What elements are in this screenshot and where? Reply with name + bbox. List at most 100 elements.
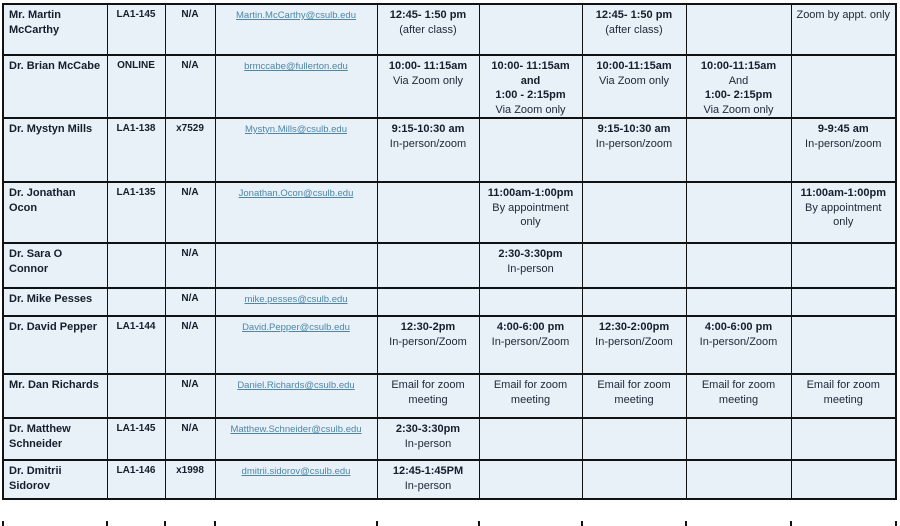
schedule-slot-cell	[581, 417, 687, 462]
schedule-slot-cell	[685, 242, 792, 290]
slot-text: In-person/Zoom	[595, 335, 673, 348]
slot-text: Email for zoom meeting	[597, 379, 671, 406]
slot-text: In-person	[404, 479, 452, 492]
slot-text: In-person	[507, 262, 554, 275]
schedule-slot-cell: 12:45- 1:50 pm (after class)	[376, 3, 480, 56]
office-cell	[106, 242, 166, 290]
table-border-stub	[2, 521, 4, 526]
schedule-slot-cell	[790, 242, 897, 290]
schedule-slot-cell: 10:00- 11:15am Via Zoom only	[376, 53, 480, 120]
office-hours-table: Mr. Martin McCarthy LA1-145 N/A Martin.McCa…	[2, 3, 897, 501]
schedule-slot-cell	[685, 181, 792, 245]
schedule-slot-cell	[685, 287, 792, 318]
phone-cell: N/A	[164, 417, 216, 462]
schedule-slot-cell: 12:30-2pm In-person/Zoom	[376, 315, 480, 376]
email-link[interactable]: Jonathan.Ocon@csulb.edu	[238, 188, 354, 200]
schedule-slot-cell	[581, 181, 687, 245]
slot-text: 4:00-6:00 pm	[704, 321, 773, 334]
table-row: Mr. Martin McCarthy LA1-145 N/A Martin.McCa…	[2, 3, 897, 56]
office-cell	[106, 287, 166, 318]
table-row: Dr. Mystyn Mills LA1-138 x7529 Mystyn.Mills…	[2, 117, 897, 184]
slot-text: 10:00-11:15am	[700, 60, 777, 72]
phone-cell: N/A	[164, 242, 216, 290]
slot-text: By appointment only	[805, 201, 882, 229]
phone-cell: N/A	[164, 3, 216, 56]
slot-text: 9-9:45 am	[817, 123, 869, 136]
table-border-stub	[214, 521, 216, 526]
slot-text: 11:00am-1:00pm	[487, 187, 574, 200]
schedule-slot-cell	[478, 3, 583, 56]
schedule-slot-cell: Email for zoom meeting	[478, 373, 583, 420]
slot-text: Email for zoom meeting	[806, 379, 880, 406]
slot-text: 1:00 - 2:15pm	[495, 89, 566, 102]
slot-text: Email for zoom meeting	[391, 379, 465, 406]
slot-text: In-person/Zoom	[389, 335, 467, 348]
email-link[interactable]: dmitrii.sidorov@csulb.edu	[241, 466, 351, 478]
office-cell	[106, 373, 166, 420]
schedule-slot-cell: Email for zoom meeting	[581, 373, 687, 420]
schedule-slot-cell: Email for zoom meeting	[685, 373, 792, 420]
instructor-name-cell: Dr. Dmitrii Sidorov	[2, 459, 108, 501]
schedule-slot-cell	[376, 287, 480, 318]
slot-text: Via Zoom only	[703, 103, 774, 116]
table-row: Dr. Dmitrii Sidorov LA1-146 x1998 dmitrii.s…	[2, 459, 897, 501]
table-row: Mr. Dan Richards N/A Daniel.Richards@csulb…	[2, 373, 897, 420]
schedule-slot-cell	[376, 181, 480, 245]
schedule-slot-cell: 4:00-6:00 pm In-person/Zoom	[478, 315, 583, 376]
slot-text: 10:00- 11:15am	[388, 60, 468, 72]
schedule-slot-cell: Zoom by appt. only	[790, 3, 897, 56]
slot-text: In-person	[404, 437, 452, 450]
email-cell: Martin.McCarthy@csulb.edu	[214, 3, 378, 56]
instructor-name-cell: Dr. Sara O Connor	[2, 242, 108, 290]
email-link[interactable]: mike.pesses@csulb.edu	[244, 294, 348, 306]
slot-text: (after class)	[605, 23, 663, 36]
instructor-name-cell: Mr. Dan Richards	[2, 373, 108, 420]
schedule-slot-cell	[478, 117, 583, 184]
phone-cell: N/A	[164, 181, 216, 245]
table-row: Dr. Sara O Connor N/A 2:30-3:30pm In-person	[2, 242, 897, 290]
table-border-stub	[895, 521, 897, 526]
email-cell: Jonathan.Ocon@csulb.edu	[214, 181, 378, 245]
schedule-slot-cell	[685, 459, 792, 501]
slot-text: By appointment only	[492, 201, 569, 229]
email-link[interactable]: brmccabe@fullerton.edu	[244, 61, 348, 72]
slot-text: In-person/zoom	[595, 137, 673, 150]
email-link[interactable]: Martin.McCarthy@csulb.edu	[236, 10, 356, 21]
office-cell: ONLINE	[106, 53, 166, 120]
schedule-slot-cell	[790, 315, 897, 376]
phone-cell: x7529	[164, 117, 216, 184]
email-cell: Matthew.Schneider@csulb.edu	[214, 417, 378, 462]
slot-text: Via Zoom only	[495, 103, 566, 116]
phone-cell: N/A	[164, 315, 216, 376]
table-border-stub	[581, 521, 583, 526]
schedule-slot-cell	[581, 287, 687, 318]
email-link[interactable]: David.Pepper@csulb.edu	[242, 322, 350, 334]
schedule-slot-cell: 2:30-3:30pm In-person	[478, 242, 583, 290]
schedule-slot-cell: 10:00- 11:15am and 1:00 - 2:15pm Via Zoom o…	[478, 53, 583, 120]
office-hours-table-body: Mr. Martin McCarthy LA1-145 N/A Martin.McCa…	[2, 3, 897, 501]
schedule-slot-cell: 12:45-1:45PM In-person	[376, 459, 480, 501]
slot-text: 4:00-6:00 pm	[496, 321, 565, 334]
slot-text: In-person/zoom	[389, 137, 467, 150]
slot-text: 1:00- 2:15pm	[704, 89, 773, 102]
table-border-stub	[685, 521, 687, 526]
table-border-stub	[376, 521, 378, 526]
phone-cell: N/A	[164, 373, 216, 420]
slot-text: 12:30-2pm	[400, 321, 456, 334]
schedule-slot-cell	[790, 287, 897, 318]
slot-text: In-person/Zoom	[699, 335, 778, 348]
schedule-slot-cell: 12:45- 1:50 pm (after class)	[581, 3, 687, 56]
email-cell: mike.pesses@csulb.edu	[214, 287, 378, 318]
email-link[interactable]: Mystyn.Mills@csulb.edu	[244, 124, 348, 136]
phone-cell: N/A	[164, 53, 216, 120]
instructor-name-cell: Dr. Matthew Schneider	[2, 417, 108, 462]
schedule-slot-cell: 11:00am-1:00pm By appointment only	[478, 181, 583, 245]
schedule-slot-cell	[478, 459, 583, 501]
slot-text: 10:00-11:15am	[596, 60, 672, 72]
schedule-slot-cell	[685, 417, 792, 462]
email-cell: David.Pepper@csulb.edu	[214, 315, 378, 376]
instructor-name-cell: Dr. Brian McCabe	[2, 53, 108, 120]
email-cell: dmitrii.sidorov@csulb.edu	[214, 459, 378, 501]
email-link[interactable]: Daniel.Richards@csulb.edu	[237, 380, 355, 392]
email-link[interactable]: Matthew.Schneider@csulb.edu	[230, 424, 362, 436]
